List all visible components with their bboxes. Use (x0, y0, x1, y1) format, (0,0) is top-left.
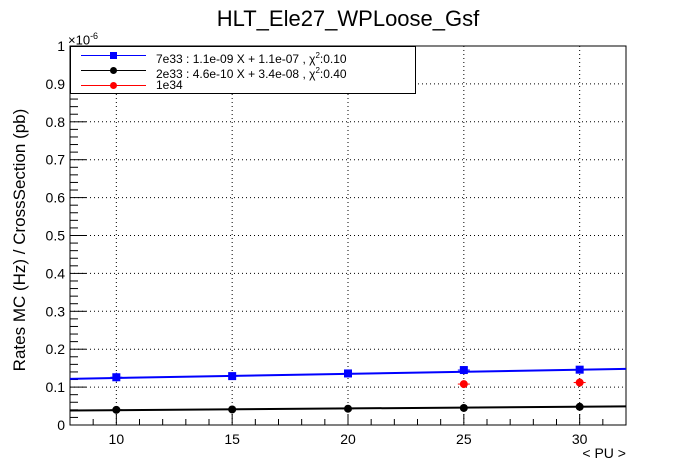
legend: 7e33 : 1.1e-09 X + 1.1e-07 , χ2:0.10 2e3… (70, 46, 416, 94)
legend-entry-1e34: 1e34 (71, 78, 415, 93)
y-tick-label: 0.1 (46, 379, 66, 395)
y-tick-label: 0.4 (46, 265, 66, 281)
y-tick-label: 0 (57, 417, 65, 433)
x-tick-label: 30 (572, 431, 588, 447)
legend-marker-2e33 (110, 67, 117, 74)
data-point-2e33 (344, 404, 352, 413)
data-point-7e33 (344, 369, 352, 378)
legend-marker-1e34 (110, 82, 117, 89)
y-axis-label: Rates MC (Hz) / CrossSection (pb) (10, 108, 29, 372)
y-tick-label: 0.3 (46, 303, 66, 319)
data-point-2e33 (459, 403, 468, 412)
y-exponent-base: ×10 (68, 32, 91, 48)
x-axis-label: < PU > (582, 445, 626, 461)
legend-label-2e33: 2e33 : 4.6e-10 X + 3.4e-08 , χ2:0.40 (156, 66, 347, 81)
x-tick-label: 10 (109, 431, 125, 447)
data-point-2e33 (228, 405, 237, 414)
y-tick-label: 0.8 (46, 114, 66, 130)
data-point-1e34 (575, 378, 584, 387)
legend-entry-7e33: 7e33 : 1.1e-09 X + 1.1e-07 , χ2:0.10 (71, 48, 415, 66)
data-point-2e33 (575, 402, 584, 411)
x-tick-label: 20 (340, 431, 356, 447)
legend-label-1e34: 1e34 (156, 78, 183, 92)
data-point-7e33 (112, 373, 121, 382)
data-point-2e33 (112, 405, 121, 414)
legend-entry-2e33: 2e33 : 4.6e-10 X + 3.4e-08 , χ2:0.40 (71, 63, 415, 81)
chart-title: HLT_Ele27_WPLoose_Gsf (216, 6, 480, 31)
y-tick-label: 1 (57, 38, 65, 54)
y-tick-label: 0.7 (46, 152, 66, 168)
x-tick-label: 25 (456, 431, 472, 447)
x-tick-label: 15 (224, 431, 240, 447)
y-tick-label: 0.9 (46, 76, 66, 92)
legend-marker-7e33 (110, 52, 117, 59)
y-axis-exponent: ×10-6 (68, 31, 98, 47)
y-tick-label: 0.5 (46, 228, 66, 244)
y-exponent-power: -6 (90, 31, 99, 41)
y-tick-label: 0.6 (46, 190, 66, 206)
legend-label-7e33: 7e33 : 1.1e-09 X + 1.1e-07 , χ2:0.10 (156, 51, 347, 66)
data-point-1e34 (459, 380, 468, 389)
data-point-7e33 (228, 372, 237, 381)
data-point-7e33 (575, 365, 584, 374)
data-point-7e33 (459, 366, 468, 375)
y-tick-label: 0.2 (46, 341, 66, 357)
